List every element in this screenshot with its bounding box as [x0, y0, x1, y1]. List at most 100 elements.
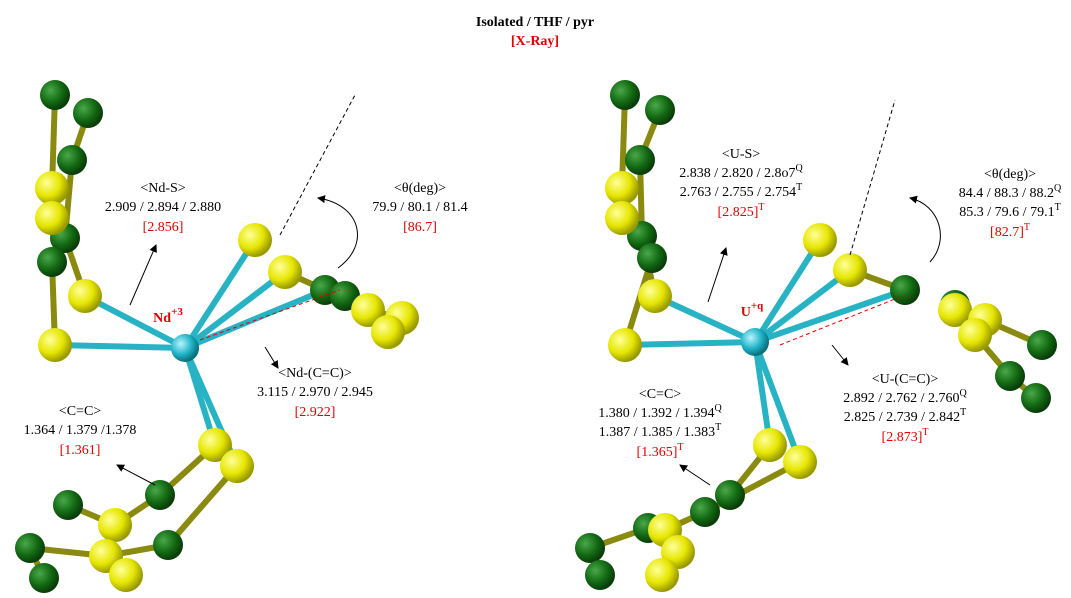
label-xray: [2.825]T — [718, 202, 765, 220]
sulfur-atom — [35, 201, 69, 235]
label-value-text: 1.387 / 1.385 / 1.383 — [599, 425, 715, 440]
label-value-sup: T — [1055, 202, 1061, 213]
label-heading: <θ(deg)> — [984, 167, 1036, 182]
carbon-atom — [57, 145, 87, 175]
sulfur-atom — [268, 255, 302, 289]
label-xray-text: [2.856] — [143, 220, 184, 235]
label-xray-sup: T — [1024, 222, 1030, 233]
label-xray: [86.7] — [403, 220, 437, 235]
label-xray: [82.7]T — [990, 222, 1030, 240]
page: Isolated / THF / pyr [X-Ray] Nd+3 <Nd-S> 2… — [0, 0, 1071, 598]
label-value: 2.763 / 2.755 / 2.754T — [680, 182, 802, 200]
label-value: 2.825 / 2.739 / 2.842T — [844, 407, 966, 425]
label-value-sup: Q — [715, 403, 723, 414]
dashed-line — [780, 295, 905, 345]
label-value: 2.909 / 2.894 / 2.880 — [105, 200, 221, 215]
carbon-atom — [637, 243, 667, 273]
sulfur-atom — [371, 315, 405, 349]
carbon-atom — [15, 533, 45, 563]
label-value-text: 2.838 / 2.820 / 2.8o7 — [679, 166, 795, 181]
label-value: 79.9 / 80.1 / 81.4 — [372, 200, 467, 215]
sulfur-atom — [645, 558, 679, 592]
angle-arrow — [910, 198, 940, 262]
sulfur-atom — [68, 279, 102, 313]
label-value: 1.380 / 1.392 / 1.394Q — [598, 403, 722, 421]
sulfur-atom — [38, 328, 72, 362]
label-value-sup: T — [960, 407, 966, 418]
label-heading: <U-S> — [722, 147, 760, 162]
label-xray: [1.361] — [60, 443, 101, 458]
label-heading: <C=C> — [59, 404, 101, 419]
label-value-sup: T — [715, 422, 721, 433]
carbon-atom — [53, 490, 83, 520]
carbon-atom — [645, 95, 675, 125]
carbon-atom — [995, 361, 1025, 391]
label-xray-sup: T — [758, 202, 764, 213]
carbon-atom — [153, 530, 183, 560]
label-xray: [1.365]T — [637, 442, 684, 460]
carbon-atom — [575, 533, 605, 563]
sulfur-atom — [803, 223, 837, 257]
sulfur-atom — [109, 558, 143, 592]
label-xray-sup: T — [677, 442, 683, 453]
angle-arrow — [318, 198, 357, 268]
carbon-atom — [29, 563, 59, 593]
label-heading: <Nd-(C=C)> — [278, 366, 352, 381]
label-xray-text: [2.825] — [718, 205, 759, 220]
label-value-text: 2.909 / 2.894 / 2.880 — [105, 200, 221, 215]
carbon-atom — [40, 80, 70, 110]
label-xray-text: [1.361] — [60, 443, 101, 458]
metal-atom — [741, 328, 769, 356]
label-value: 2.892 / 2.762 / 2.760Q — [843, 388, 967, 406]
label-xray: [2.922] — [295, 405, 336, 420]
label-value: 1.364 / 1.379 /1.378 — [24, 423, 137, 438]
metal-symbol: Nd — [153, 311, 171, 326]
carbon-atom — [73, 98, 103, 128]
diagram: Isolated / THF / pyr [X-Ray] Nd+3 <Nd-S> 2… — [0, 0, 1071, 598]
carbon-atom — [37, 247, 67, 277]
sulfur-atom — [958, 318, 992, 352]
label-xray-text: [2.873] — [882, 430, 923, 445]
sulfur-atom — [98, 508, 132, 542]
label-heading: <Nd-S> — [140, 181, 185, 196]
sulfur-atom — [833, 253, 867, 287]
arrow — [708, 248, 726, 302]
label-value-text: 2.825 / 2.739 / 2.842 — [844, 410, 960, 425]
label-xray-text: [82.7] — [990, 225, 1024, 240]
sulfur-atom — [220, 449, 254, 483]
metal-atom — [171, 334, 199, 362]
atoms — [15, 80, 1057, 593]
carbon-atom — [610, 80, 640, 110]
label-value-sup: Q — [796, 163, 804, 174]
metal-bond — [625, 342, 755, 345]
arrow — [130, 245, 156, 305]
label-value-text: 85.3 / 79.6 / 79.1 — [959, 205, 1054, 220]
label-xray-text: [2.922] — [295, 405, 336, 420]
dashed-line — [850, 100, 895, 255]
label-value: 1.387 / 1.385 / 1.383T — [599, 422, 721, 440]
arrow — [832, 345, 848, 365]
label-xray: [2.856] — [143, 220, 184, 235]
arrow — [117, 465, 155, 485]
sulfur-atom — [638, 279, 672, 313]
label-value-sup: Q — [960, 388, 968, 399]
label-value: 85.3 / 79.6 / 79.1T — [959, 202, 1060, 220]
guides — [117, 95, 940, 485]
carbon-atom — [1027, 330, 1057, 360]
sulfur-atom — [783, 445, 817, 479]
metal-label: Nd+3 — [153, 306, 183, 326]
label-xray: [2.873]T — [882, 427, 929, 445]
label-heading: <θ(deg)> — [394, 181, 446, 196]
title: Isolated / THF / pyr — [476, 15, 594, 30]
subtitle: [X-Ray] — [511, 34, 559, 49]
label-value: 84.4 / 88.3 / 88.2Q — [959, 183, 1062, 201]
sulfur-atom — [35, 171, 69, 205]
metal-bond — [55, 345, 185, 348]
label-xray-sup: T — [922, 427, 928, 438]
carbon-atom — [715, 480, 745, 510]
carbon-atom — [690, 497, 720, 527]
metal-bond — [755, 270, 850, 342]
dashed-line — [280, 95, 355, 235]
metal-charge: +q — [751, 300, 764, 312]
label-value-text: 1.364 / 1.379 /1.378 — [24, 423, 137, 438]
